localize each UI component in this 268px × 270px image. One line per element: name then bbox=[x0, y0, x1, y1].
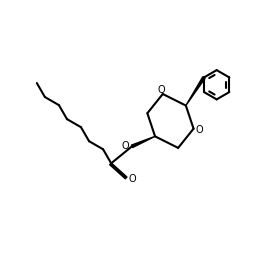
Text: O: O bbox=[157, 85, 165, 95]
Polygon shape bbox=[131, 136, 155, 148]
Text: O: O bbox=[129, 174, 136, 184]
Text: O: O bbox=[122, 141, 130, 151]
Polygon shape bbox=[186, 77, 205, 106]
Text: O: O bbox=[196, 125, 203, 135]
